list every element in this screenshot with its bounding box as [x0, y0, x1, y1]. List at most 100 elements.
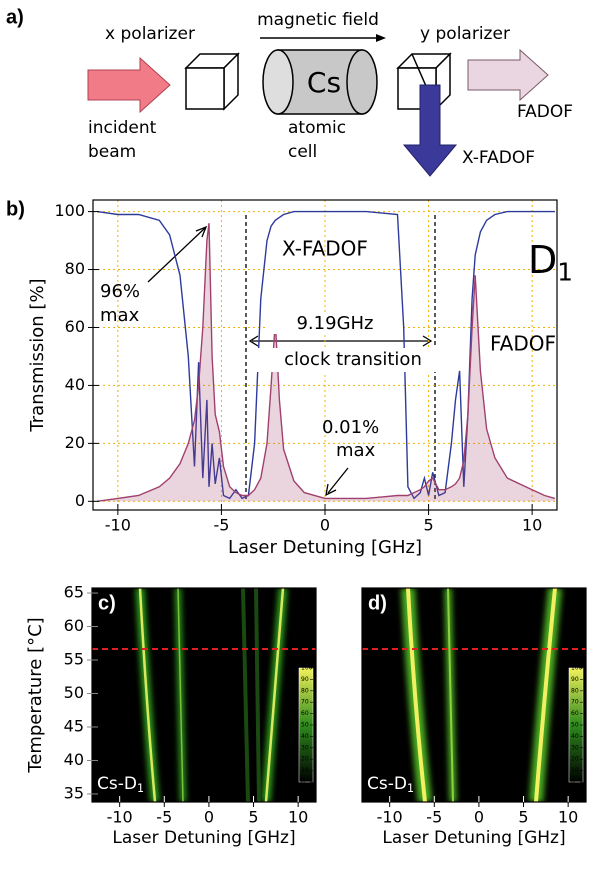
x-tick-label: 5 — [423, 516, 433, 535]
x-polarizer — [184, 52, 240, 111]
y-tick-label: 45 — [64, 716, 84, 735]
atomic-cell: Cs — [262, 49, 378, 115]
colorbar-label: 0 — [301, 779, 305, 786]
y-tick-label: 0 — [75, 491, 85, 510]
text-main: Cs-D — [97, 774, 137, 794]
label: X-FADOF — [462, 148, 535, 168]
x-tick-label: -10 — [107, 808, 133, 827]
y-axis-label: Temperature [°C] — [25, 617, 46, 773]
cell-text: Cs — [307, 66, 341, 99]
x-tick-label: -10 — [105, 516, 131, 535]
heatmap-image — [362, 588, 586, 802]
heatmap-image — [92, 588, 316, 802]
x-fadof-arrow — [402, 84, 458, 177]
colorbar-label: 90 — [301, 676, 309, 683]
line-label: D1 — [528, 238, 573, 287]
panel-annotation: Cs-D1 — [97, 774, 144, 795]
label-bg — [250, 348, 455, 372]
label-bg — [268, 312, 400, 334]
y-tick-label: 40 — [65, 375, 85, 394]
y-tick-label: 40 — [64, 750, 84, 769]
colorbar-label: 20 — [301, 756, 309, 763]
y-tick-label: 55 — [64, 650, 84, 669]
fadof-arrow — [467, 48, 549, 102]
plot-frame — [361, 587, 587, 803]
colorbar-label: 30 — [571, 744, 579, 751]
label: y polarizer — [420, 24, 510, 44]
panel-label: d) — [368, 592, 387, 614]
colorbar-label: 70 — [301, 699, 309, 706]
colorbar-label: 10 — [301, 767, 309, 774]
x-axis-label: Laser Detuning [GHz] — [228, 537, 422, 558]
annotation: max — [100, 305, 140, 326]
arrow-head — [376, 34, 386, 42]
colorbar-label: 90 — [571, 676, 579, 683]
annotation: max — [336, 440, 376, 461]
annotation: 0.01% — [322, 417, 379, 438]
x-tick-label: 0 — [320, 516, 330, 535]
annotation: clock transition — [284, 349, 422, 370]
x-tick-label: 5 — [518, 808, 528, 827]
panel-label: b) — [6, 198, 25, 220]
x-tick-label: 0 — [474, 808, 484, 827]
setup-diagram: a) x polarizer magnetic field y polarize… — [6, 6, 573, 177]
y-polarizer — [396, 52, 452, 111]
panel-annotation: Cs-D1 — [367, 774, 414, 795]
label: FADOF — [517, 102, 573, 122]
y-tick-label: 65 — [64, 583, 84, 602]
x-tick-label: -10 — [377, 808, 403, 827]
x-tick-label: 10 — [558, 808, 578, 827]
x-tick-label: 10 — [288, 808, 308, 827]
text-sub: 1 — [407, 782, 414, 795]
x-axis-label: Laser Detuning [GHz] — [112, 828, 295, 848]
area-fill — [97, 223, 555, 502]
panel-label: c) — [98, 592, 116, 614]
colorbar-label: 40 — [571, 733, 579, 740]
text-main: D — [528, 238, 557, 282]
label: beam — [88, 142, 136, 162]
label: atomic — [288, 118, 346, 138]
y-tick-label: 100 — [54, 201, 85, 220]
y-tick-label: 35 — [64, 783, 84, 802]
x-tick-label: 5 — [248, 808, 258, 827]
y-axis-label: Transmission [%] — [27, 278, 48, 432]
label: magnetic field — [257, 10, 379, 30]
colorbar-label: 10 — [571, 767, 579, 774]
colorbar-label: 80 — [301, 687, 309, 694]
colorbar-label: 40 — [301, 733, 309, 740]
text-sub: 1 — [557, 257, 573, 286]
y-tick-label: 20 — [65, 433, 85, 452]
text-sub: 1 — [137, 782, 144, 795]
series-line — [97, 223, 556, 502]
y-tick-label: 60 — [65, 317, 85, 336]
colorbar-label: 50 — [571, 722, 579, 729]
colorbar-label: 60 — [571, 710, 579, 717]
colorbar-label: 80 — [571, 687, 579, 694]
text-main: Cs-D — [367, 774, 407, 794]
series-label: FADOF — [490, 332, 556, 356]
x-axis-label: Laser Detuning [GHz] — [382, 828, 565, 848]
series-label: X-FADOF — [282, 237, 368, 261]
annotation: 9.19GHz — [296, 313, 373, 334]
colorbar-label: 100 — [571, 665, 583, 672]
y-tick-label: 50 — [64, 683, 84, 702]
panel-label: a) — [6, 6, 24, 28]
colorbar-label: 60 — [301, 710, 309, 717]
incident-arrow — [87, 56, 171, 114]
label: x polarizer — [105, 24, 195, 44]
colorbar-label: 50 — [301, 722, 309, 729]
label: incident — [88, 118, 157, 138]
plot-frame — [91, 587, 317, 803]
annotation: 96% — [100, 281, 140, 302]
x-tick-label: 0 — [204, 808, 214, 827]
colorbar-label: 0 — [571, 779, 575, 786]
x-tick-label: 10 — [522, 516, 542, 535]
x-tick-label: -5 — [213, 516, 229, 535]
y-tick-label: 60 — [64, 616, 84, 635]
label: cell — [288, 142, 317, 162]
x-tick-label: -5 — [426, 808, 442, 827]
colorbar-label: 30 — [301, 744, 309, 751]
x-tick-label: -5 — [156, 808, 172, 827]
colorbar-label: 70 — [571, 699, 579, 706]
